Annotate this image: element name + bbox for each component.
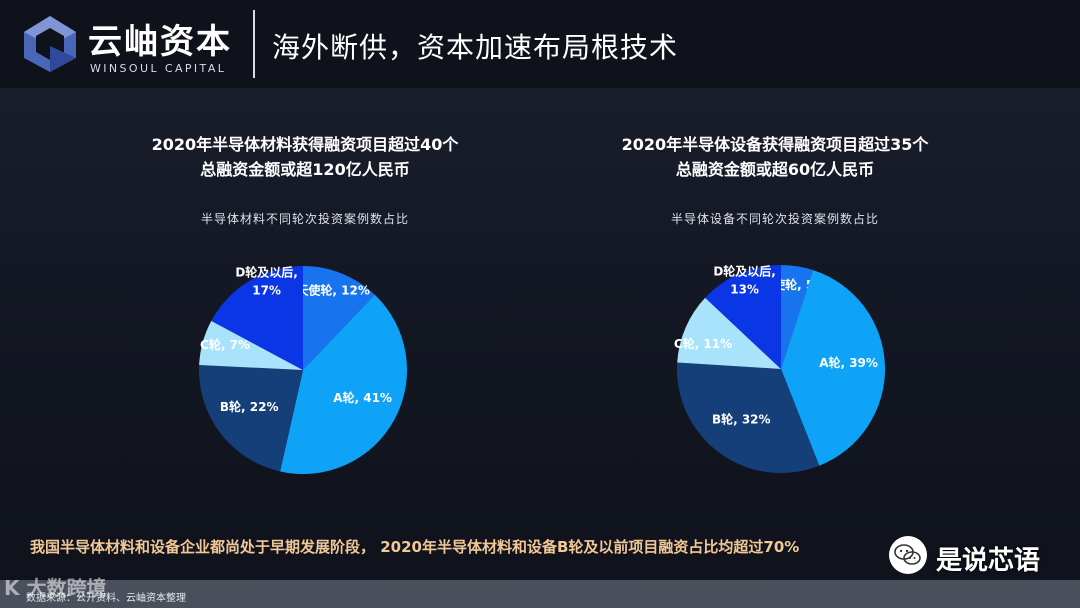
conclusion-text: 我国半导体材料和设备企业都尚处于早期发展阶段， 2020年半导体材料和设备B轮及… [30,538,800,556]
pie-slice [280,294,407,474]
page-title: 海外断供，资本加速布局根技术 [272,31,679,64]
pie-slice [211,266,303,370]
pie-slice-label: 天使轮, 12% [296,283,369,298]
source-note: 数据来源：公开资料、云岫资本整理 [26,593,186,604]
pie-slice [199,320,303,370]
pie-slice [781,270,886,466]
chart-title-line1: 2020年半导体材料获得融资项目超过40个 [151,135,459,154]
chart-title-line1: 2020年半导体设备获得融资项目超过35个 [621,135,929,154]
brand-name: 云岫资本 [88,22,232,62]
pie-slice-label: C轮, 7% [200,337,250,352]
pie-slice-label: D轮及以后, 13% [713,263,776,296]
footer-bar [0,580,1080,608]
chart-title-materials: 2020年半导体材料获得融资项目超过40个 总融资金额或超120亿人民币 [100,132,510,182]
chart-title-line2: 总融资金额或超120亿人民币 [200,160,410,179]
pie-slice [676,362,820,474]
winsoul-logo-icon [24,16,76,72]
chart-title-equipment: 2020年半导体设备获得融资项目超过35个 总融资金额或超60亿人民币 [570,132,980,182]
pie-slice-label: B轮, 32% [712,412,771,427]
header-bar: 云岫资本 WINSOUL CAPITAL 海外断供，资本加速布局根技术 [0,0,1080,88]
pie-slice [199,365,303,472]
pie-slice-label: B轮, 22% [220,399,279,414]
header-divider [253,10,255,78]
pie-slice-label: A轮, 41% [333,390,392,405]
pie-slice-label: D轮及以后, 17% [235,264,298,297]
pie-slice-label: A轮, 39% [819,355,878,370]
watermark-right: 是说芯语 [936,546,1041,576]
pie-slice [781,265,814,369]
chart-subtitle-equipment: 半导体设备不同轮次投资案例数占比 [670,212,879,226]
chart-subtitle-materials: 半导体材料不同轮次投资案例数占比 [200,212,409,226]
brand-subtitle: WINSOUL CAPITAL [90,62,227,75]
chart-title-line2: 总融资金额或超60亿人民币 [675,160,875,179]
pie-slice [303,266,375,370]
watermark-left: K 大数跨境 [4,576,107,600]
pie-slice [705,265,781,369]
wechat-icon [889,536,927,574]
pie-slice [677,297,781,369]
pie-slice-label: C轮, 11% [674,336,732,351]
